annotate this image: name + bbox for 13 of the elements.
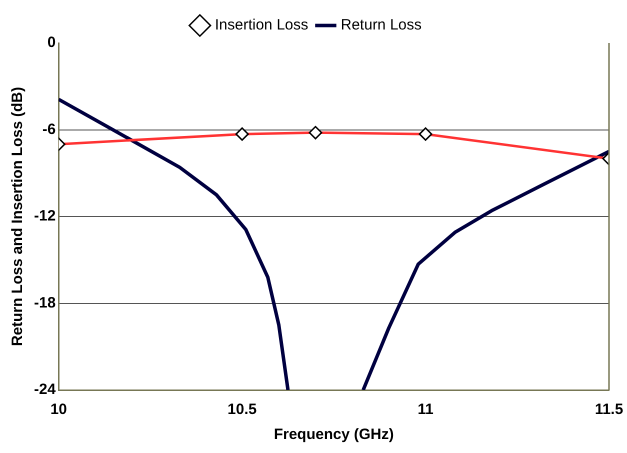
x-tick-label: 10.5 bbox=[228, 401, 257, 418]
x-axis-title: Frequency (GHz) bbox=[274, 426, 394, 444]
y-tick-label: -12 bbox=[34, 208, 56, 225]
y-tick-label: -24 bbox=[34, 381, 56, 398]
x-tick-label: 11 bbox=[418, 401, 434, 418]
y-axis-title: Return Loss and Insertion Loss (dB) bbox=[9, 86, 26, 346]
legend-label: Return Loss bbox=[340, 16, 422, 34]
y-tick-label: -18 bbox=[34, 294, 56, 312]
x-tick-label: 10 bbox=[50, 401, 68, 418]
legend-label: Insertion Loss bbox=[214, 16, 308, 34]
y-tick-label: 0 bbox=[47, 34, 56, 52]
x-tick-label: 11.5 bbox=[594, 401, 624, 418]
y-tick-label: -6 bbox=[42, 120, 56, 138]
